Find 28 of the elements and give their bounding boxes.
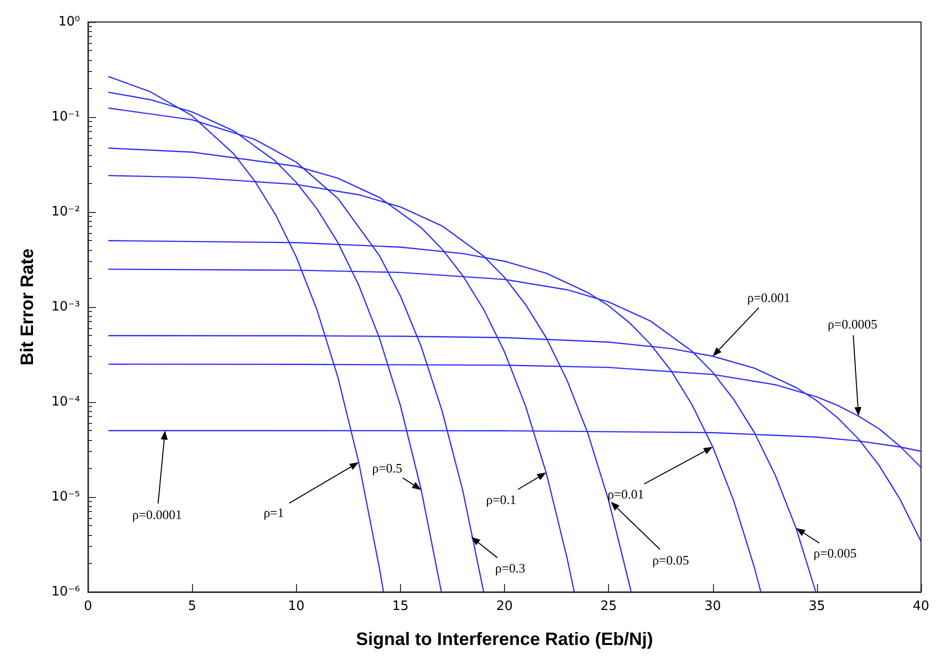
x-axis-title: Signal to Interference Ratio (Eb/Nj) [356, 629, 654, 649]
annotation: ρ=1 [264, 504, 284, 520]
x-tick-label: 20 [496, 599, 513, 614]
y-tick-label: 10⁻⁴ [51, 394, 80, 410]
y-tick-label: 10⁻¹ [51, 110, 80, 124]
annotation: ρ=0.005 [814, 546, 857, 561]
annotation: ρ=0.3 [495, 560, 526, 576]
x-tick-label: 30 [704, 599, 722, 614]
y-tick-label: 10⁻⁵ [51, 490, 80, 504]
y-tick-label: 10⁻³ [51, 300, 80, 314]
x-tick-label: 5 [188, 599, 196, 614]
x-tick-label: 10 [288, 599, 305, 614]
annotation: ρ=0.05 [652, 552, 689, 568]
y-tick-label: 10⁻² [51, 204, 80, 220]
annotation: ρ=0.01 [607, 486, 644, 502]
annotation: ρ=0.5 [372, 460, 402, 476]
annotation: ρ=0.0001 [132, 507, 182, 522]
y-axis-title: Bit Error Rate [17, 248, 37, 366]
y-tick-label: 10⁰ [58, 14, 80, 30]
x-tick-label: 25 [600, 599, 617, 614]
x-tick-label: 15 [392, 599, 409, 614]
x-tick-label: 40 [912, 599, 930, 614]
x-tick-label: 35 [808, 599, 826, 614]
x-tick-label: 0 [84, 599, 92, 614]
y-tick-label: 10⁻⁶ [51, 584, 80, 600]
annotation: ρ=0.0005 [828, 316, 878, 332]
annotation: ρ=0.001 [747, 290, 790, 305]
annotation: ρ=0.1 [486, 492, 516, 508]
